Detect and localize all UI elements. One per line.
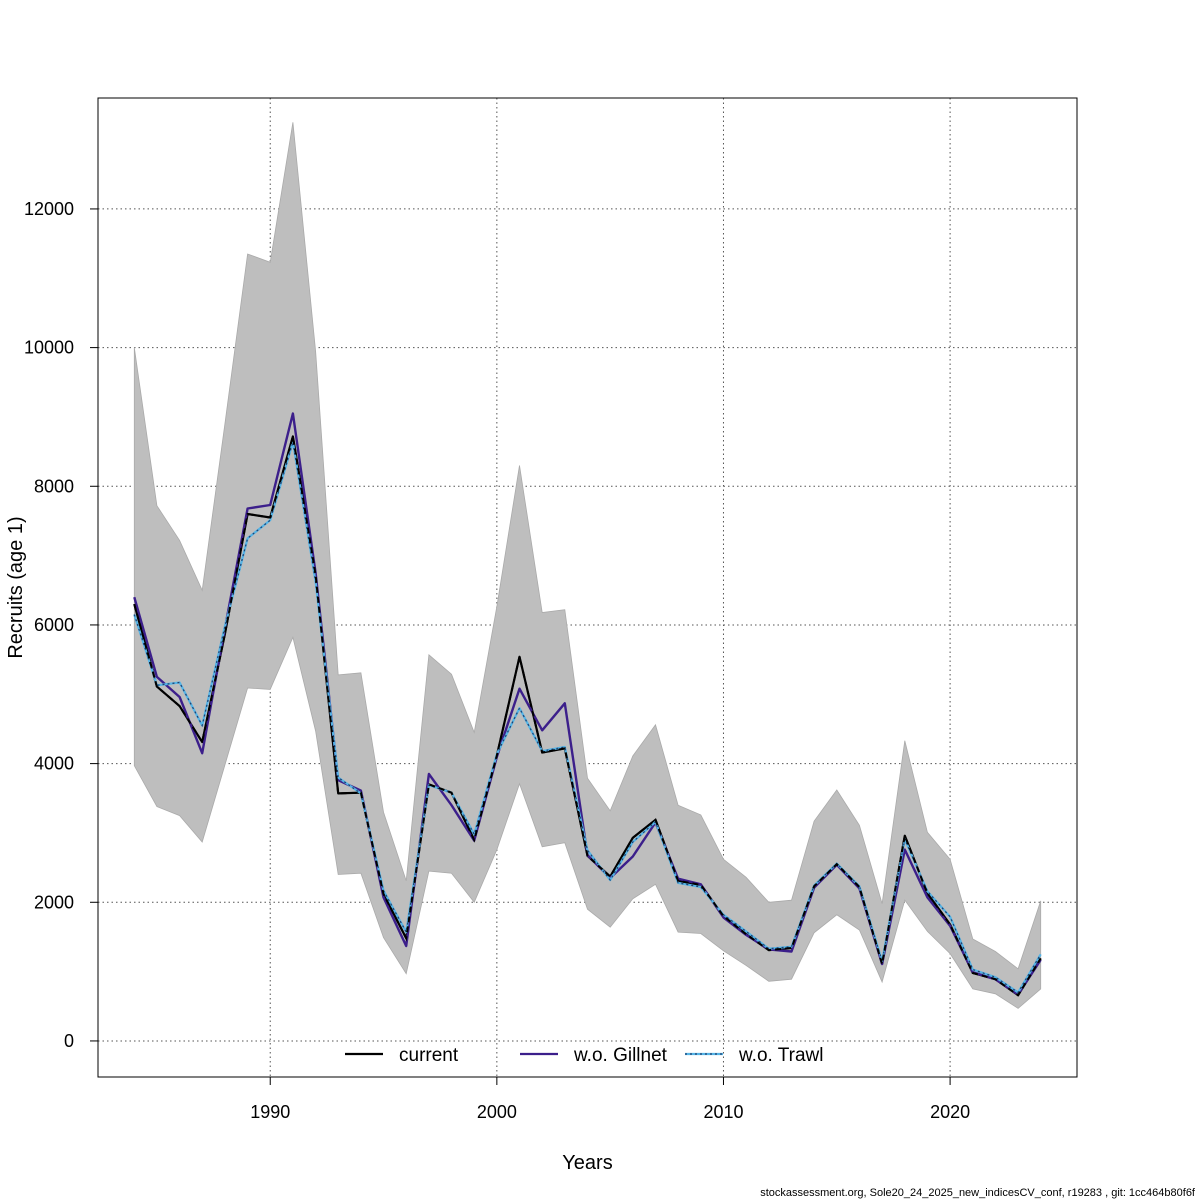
- x-tick-label-1990: 1990: [250, 1102, 290, 1122]
- x-tick-label-2010: 2010: [703, 1102, 743, 1122]
- legend-entry-w-o-gillnet: w.o. Gillnet: [520, 1045, 668, 1066]
- x-axis-label: Years: [562, 1152, 612, 1174]
- series-line-current-dash: [133, 436, 1042, 997]
- legend-entry-current: current: [345, 1045, 459, 1066]
- legend-label-w-o-gillnet: w.o. Gillnet: [573, 1045, 668, 1066]
- confidence-band: [133, 122, 1042, 1009]
- legend: current w.o. Gillnet w.o. Trawl: [345, 1045, 823, 1066]
- series-line-dots-w-o-trawl: [133, 441, 1042, 994]
- y-tick-label-8000: 8000: [34, 476, 74, 496]
- legend-label-current: current: [399, 1045, 459, 1066]
- legend-label-w-o-trawl: w.o. Trawl: [738, 1045, 823, 1066]
- y-tick-label-0: 0: [64, 1031, 74, 1051]
- y-tick-label-10000: 10000: [24, 338, 74, 358]
- y-axis-label: Recruits (age 1): [5, 516, 27, 658]
- y-tick-label-4000: 4000: [34, 754, 74, 774]
- y-tick-label-6000: 6000: [34, 615, 74, 635]
- footer-caption: stockassessment.org, Sole20_24_2025_new_…: [760, 1187, 1196, 1199]
- x-axis-ticks: 1990 2000 2010 2020: [250, 1076, 970, 1122]
- y-tick-label-2000: 2000: [34, 892, 74, 912]
- y-tick-label-12000: 12000: [24, 199, 74, 219]
- x-tick-label-2000: 2000: [477, 1102, 517, 1122]
- y-axis-ticks: 0 2000 4000 6000 8000 10000 12000: [24, 199, 98, 1051]
- legend-entry-w-o-trawl: w.o. Trawl: [685, 1045, 823, 1066]
- x-tick-label-2020: 2020: [930, 1102, 970, 1122]
- confidence-band-layer: [133, 122, 1042, 1009]
- series-lines-layer: [133, 412, 1042, 997]
